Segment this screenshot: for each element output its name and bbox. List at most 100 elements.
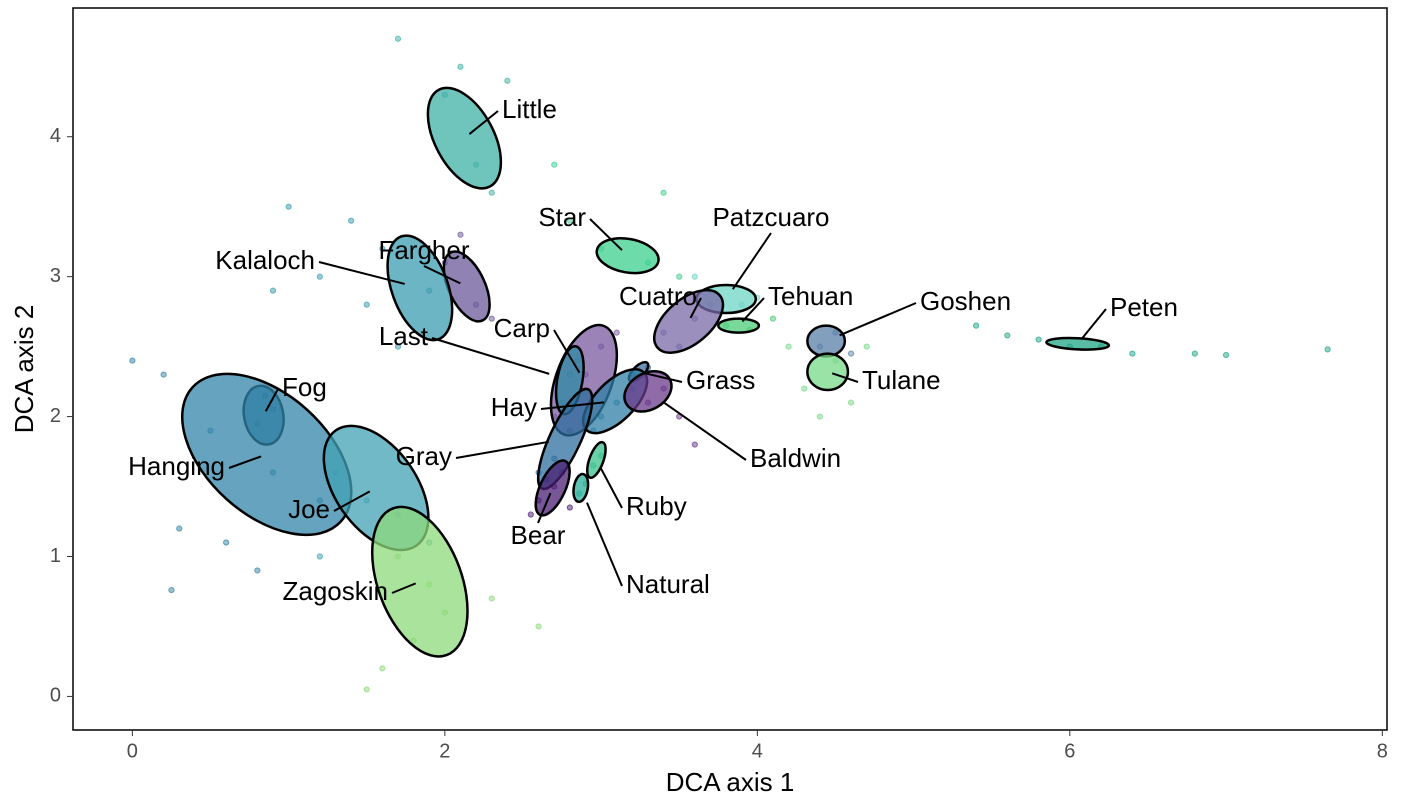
point xyxy=(1222,351,1230,359)
point xyxy=(863,343,870,350)
x-tick-label: 4 xyxy=(752,740,763,762)
leader-line xyxy=(644,372,683,383)
y-tick-label: 4 xyxy=(50,125,61,147)
group-label: Carp xyxy=(494,313,550,343)
point xyxy=(535,623,542,630)
leader-line xyxy=(586,502,623,587)
point xyxy=(769,315,777,322)
point xyxy=(160,371,167,378)
point xyxy=(1324,346,1331,353)
point xyxy=(972,322,980,329)
group-label: Joe xyxy=(288,494,330,524)
point xyxy=(316,553,323,560)
group-ellipse xyxy=(717,317,761,334)
point xyxy=(676,273,683,280)
leader-line xyxy=(662,400,747,461)
leader-line xyxy=(455,440,549,459)
group-label: Last xyxy=(379,321,429,351)
leader-line xyxy=(431,337,550,375)
point xyxy=(847,399,855,406)
point xyxy=(1191,350,1198,357)
point xyxy=(613,329,620,336)
group-label: Star xyxy=(538,202,586,232)
leader-line xyxy=(228,455,262,469)
point xyxy=(348,217,355,224)
point xyxy=(269,287,277,294)
y-tick-label: 1 xyxy=(50,545,61,567)
group-ellipse xyxy=(370,505,469,658)
point xyxy=(457,231,464,238)
point xyxy=(785,343,792,350)
point xyxy=(394,35,402,42)
point xyxy=(129,357,136,364)
x-tick-label: 0 xyxy=(127,740,138,762)
group-ellipse xyxy=(585,440,607,479)
leader-line xyxy=(391,582,417,594)
plot-panel xyxy=(72,7,1388,731)
point xyxy=(394,343,402,350)
group-ellipse xyxy=(534,459,571,517)
point xyxy=(847,350,855,357)
leader-line xyxy=(741,297,765,323)
group-label: Bear xyxy=(511,520,566,550)
group-label: Grass xyxy=(686,365,755,395)
leader-line xyxy=(318,261,405,285)
point xyxy=(488,595,495,602)
group-ellipse xyxy=(595,237,660,275)
point xyxy=(1004,332,1011,339)
group-label: Natural xyxy=(626,569,710,599)
group-label: Kalaloch xyxy=(215,245,315,275)
y-tick-label: 0 xyxy=(50,685,61,707)
point xyxy=(363,686,370,693)
leader-line xyxy=(689,297,702,319)
group-label: Ruby xyxy=(626,491,687,521)
point xyxy=(488,189,495,196)
group-ellipse xyxy=(653,288,725,354)
leader-line xyxy=(540,401,605,410)
group-label: Cuatro xyxy=(619,281,697,311)
y-axis-title: DCA axis 2 xyxy=(9,305,39,434)
point xyxy=(801,385,808,392)
group-ellipse xyxy=(1045,336,1111,351)
leader-line xyxy=(599,466,623,509)
leader-line xyxy=(732,232,772,290)
x-tick-label: 6 xyxy=(1064,740,1075,762)
group-label: Gray xyxy=(396,441,452,471)
leader-line xyxy=(537,492,552,524)
group-label: Tehuan xyxy=(768,281,853,311)
leader-line xyxy=(839,302,917,337)
leader-line xyxy=(831,372,859,383)
leader-line xyxy=(1081,308,1107,340)
group-label: Baldwin xyxy=(750,443,841,473)
group-label: Fargher xyxy=(378,235,469,265)
x-axis-title: DCA axis 1 xyxy=(666,767,795,797)
leader-line xyxy=(553,329,581,374)
leader-line xyxy=(468,110,499,135)
group-label: Tulane xyxy=(862,365,941,395)
point xyxy=(566,217,573,224)
group-ellipse xyxy=(806,324,847,358)
group-ellipse xyxy=(806,352,850,392)
point xyxy=(223,539,230,546)
x-tick-label: 2 xyxy=(439,740,450,762)
point xyxy=(379,665,386,672)
point xyxy=(168,586,175,594)
point xyxy=(527,511,534,518)
point xyxy=(457,63,464,70)
point xyxy=(488,315,495,322)
point xyxy=(566,504,573,511)
group-label: Hanging xyxy=(128,451,225,481)
group-label: Patzcuaro xyxy=(712,202,829,232)
point xyxy=(176,525,183,532)
point xyxy=(1035,336,1042,343)
leader-line xyxy=(264,388,279,412)
point xyxy=(660,189,667,196)
point xyxy=(551,161,558,168)
group-label: Little xyxy=(502,94,557,124)
group-ellipse xyxy=(426,86,503,190)
group-label: Goshen xyxy=(920,286,1011,316)
y-tick-label: 3 xyxy=(50,265,61,287)
group-label: Fog xyxy=(282,372,327,402)
y-tick-label: 2 xyxy=(50,405,61,427)
